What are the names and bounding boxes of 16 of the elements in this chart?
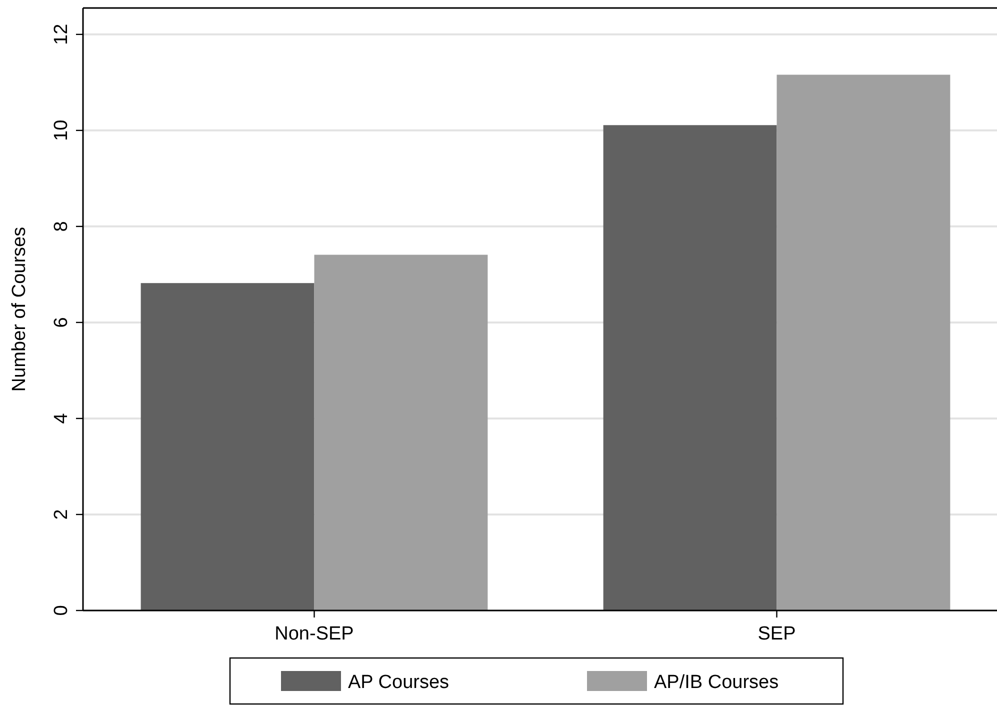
bar: [140, 283, 314, 610]
legend-label: AP/IB Courses: [654, 672, 779, 693]
legend-label: AP Courses: [348, 672, 450, 693]
bar: [776, 74, 950, 610]
x-tick-label: Non-SEP: [274, 624, 354, 644]
y-tick-label: 10: [51, 120, 72, 141]
y-tick-label: 6: [51, 317, 72, 328]
y-tick-label: 8: [51, 221, 72, 232]
y-tick-label: 4: [51, 412, 72, 424]
x-tick-label: SEP: [758, 624, 796, 644]
bar: [314, 254, 488, 610]
y-tick-label: 12: [51, 24, 72, 45]
bar: [603, 125, 777, 610]
y-axis-title: Number of Courses: [9, 226, 30, 392]
y-tick-label: 2: [51, 509, 72, 520]
y-tick-label: 0: [51, 605, 72, 616]
